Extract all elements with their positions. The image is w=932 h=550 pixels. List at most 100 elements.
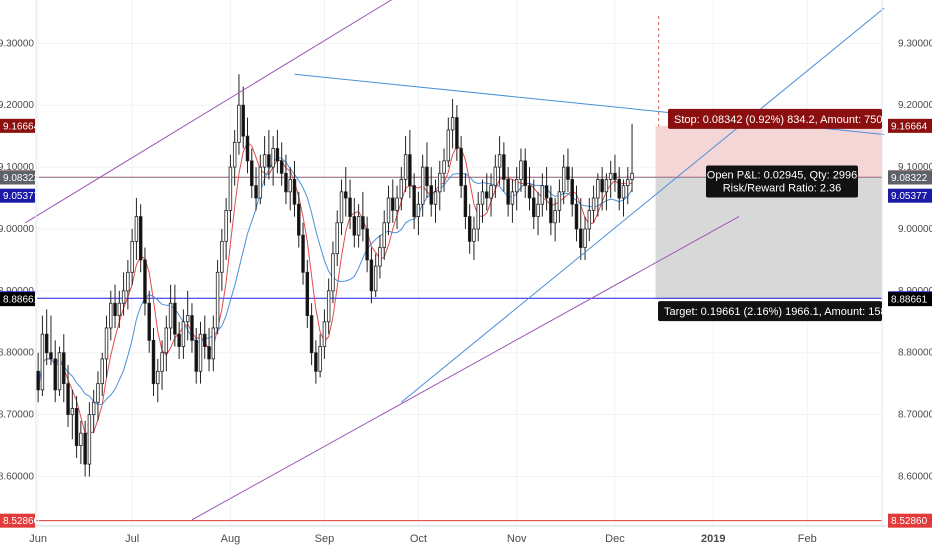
price-badge-left-text: 8.88661: [3, 295, 40, 306]
y-tick-label-left: 8.60000: [0, 471, 34, 482]
candle: [561, 154, 566, 205]
candle: [403, 136, 408, 192]
candle-body: [412, 185, 416, 217]
candle: [203, 315, 207, 359]
candle-body: [617, 179, 621, 199]
candle: [480, 179, 485, 223]
candle: [305, 259, 310, 328]
candle: [138, 204, 143, 273]
candle-body: [570, 179, 574, 205]
candle-body: [604, 179, 609, 193]
candle-body: [395, 197, 399, 211]
candle-body: [66, 383, 70, 416]
candle: [147, 290, 151, 353]
candle-body: [301, 234, 305, 273]
candle: [79, 420, 83, 465]
candle-body: [305, 271, 310, 316]
candle: [185, 290, 190, 341]
candle: [66, 365, 70, 427]
candle-body: [91, 401, 96, 416]
candle-body: [446, 129, 451, 162]
candle-body: [194, 339, 198, 372]
candle-body: [335, 222, 339, 255]
candle-body: [356, 216, 361, 236]
candle-body: [557, 191, 562, 211]
pnl-box[interactable]: Open P&L: 0.02945, Qty: 2996 Risk/Reward…: [706, 165, 858, 198]
position-zones: [655, 16, 882, 300]
price-badge-right: [888, 170, 932, 185]
candle: [237, 74, 241, 155]
candle: [369, 247, 374, 304]
candle: [207, 327, 211, 372]
candle: [91, 389, 96, 434]
candle-body: [74, 408, 79, 446]
candle: [566, 148, 570, 192]
x-tick-label: Sep: [315, 533, 335, 545]
candle: [459, 136, 463, 199]
candle-body: [297, 203, 301, 236]
candle: [591, 185, 596, 223]
candle: [190, 303, 194, 353]
candle-body: [232, 141, 237, 168]
candle-body: [121, 290, 126, 304]
candle: [143, 247, 147, 316]
candle: [502, 142, 506, 192]
candle: [429, 167, 433, 217]
candle-body: [519, 160, 523, 180]
candle-body: [523, 160, 527, 187]
candle-body: [314, 352, 318, 372]
price-badge-right-text: 8.52860: [891, 516, 928, 527]
candle: [365, 216, 369, 273]
candle: [211, 315, 216, 372]
candle: [83, 420, 87, 477]
candle: [160, 340, 164, 390]
candle: [519, 148, 523, 192]
grid: [36, 0, 882, 526]
candle: [489, 173, 493, 217]
candle-body: [369, 259, 374, 292]
x-tick-label: Aug: [221, 533, 241, 545]
candle-body: [480, 191, 485, 205]
candle: [151, 327, 156, 397]
price-badge-right: [888, 118, 932, 133]
candle-body: [70, 408, 75, 416]
candle: [70, 389, 75, 440]
ma-slow-line: [37, 157, 633, 405]
target-text: Target: 0.19661 (2.16%) 1966.1, Amount: …: [664, 306, 887, 318]
price-badge-left: [0, 118, 35, 133]
stop-box[interactable]: Stop: 0.08342 (0.92%) 834.2, Amount: 750: [668, 108, 883, 129]
candle: [613, 154, 617, 192]
candle-body: [408, 154, 412, 187]
candle-body: [438, 172, 442, 193]
y-tick-label-left: 8.80000: [0, 348, 34, 359]
candle: [382, 210, 386, 260]
candle: [485, 173, 489, 211]
candle-body: [587, 209, 592, 230]
candle-body: [211, 327, 216, 360]
y-tick-label-left: 9.10000: [0, 162, 34, 173]
y-tick-label-right: 8.80000: [898, 348, 932, 359]
candle: [322, 309, 327, 359]
candle: [168, 284, 173, 341]
candle: [553, 198, 557, 242]
candle-body: [596, 179, 600, 199]
candle-body: [87, 414, 92, 465]
candle-body: [237, 104, 241, 143]
candle-body: [348, 197, 352, 217]
candle: [232, 129, 237, 186]
candle: [416, 191, 421, 236]
candle: [361, 191, 365, 242]
candle-body: [344, 191, 348, 199]
candle-body: [502, 154, 506, 180]
candle: [57, 346, 62, 397]
candle-body: [104, 327, 109, 360]
candle-body: [267, 154, 271, 168]
x-tick-label: Jul: [125, 533, 139, 545]
candle: [288, 167, 292, 211]
target-box[interactable]: Target: 0.19661 (2.16%) 1966.1, Amount: …: [658, 301, 887, 322]
candle: [467, 204, 472, 254]
candle-body: [113, 302, 117, 317]
candle-body: [181, 321, 186, 347]
candle-body: [536, 203, 540, 217]
